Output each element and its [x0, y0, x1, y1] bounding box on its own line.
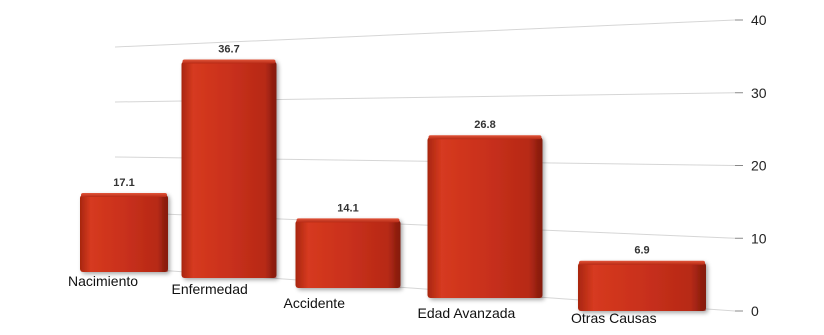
bar-5 [578, 262, 706, 311]
category-label-5: Otras Causas [571, 310, 657, 326]
bar-3 [295, 220, 401, 288]
data-label-2: 36.7 [218, 43, 239, 55]
bar-top-5 [579, 260, 705, 265]
category-label-4: Edad Avanzada [418, 305, 516, 321]
bar-top-4 [428, 135, 542, 140]
bars [80, 59, 706, 311]
bar-edge-1 [162, 197, 168, 272]
bar-5-group [578, 260, 706, 311]
bar-1-group [80, 193, 168, 272]
gridline-40 [114, 19, 736, 48]
y-tick-label-0: 0 [751, 303, 759, 319]
bar-top-3 [296, 218, 400, 223]
bar-2-group [181, 59, 277, 278]
bar-edge-4 [536, 139, 543, 298]
y-tick-label-40: 40 [751, 12, 767, 28]
bar-edge-2 [270, 63, 277, 278]
data-label-3: 14.1 [337, 202, 358, 214]
bar-2 [181, 61, 277, 278]
category-label-3: Accidente [284, 295, 346, 311]
bar-1 [80, 195, 168, 272]
bar-edge-3 [394, 222, 401, 288]
bar-3-group [295, 218, 401, 288]
category-label-2: Enfermedad [172, 281, 248, 297]
data-label-4: 26.8 [474, 119, 495, 131]
labels: 0 10 20 30 40 17.1 Nacimiento 36.7 Enfermedad 14.… [68, 12, 767, 326]
bar-4 [427, 137, 543, 298]
bar-top-1 [81, 193, 167, 198]
bar-top-2 [182, 59, 276, 64]
bar-4-group [427, 135, 543, 298]
category-label-1: Nacimiento [68, 273, 138, 289]
y-tick-label-20: 20 [751, 158, 767, 174]
y-tick-label-30: 30 [751, 85, 767, 101]
data-label-5: 6.9 [634, 245, 649, 257]
data-label-1: 17.1 [113, 177, 134, 189]
bar-edge-5 [700, 264, 706, 311]
y-tick-label-10: 10 [751, 230, 767, 246]
